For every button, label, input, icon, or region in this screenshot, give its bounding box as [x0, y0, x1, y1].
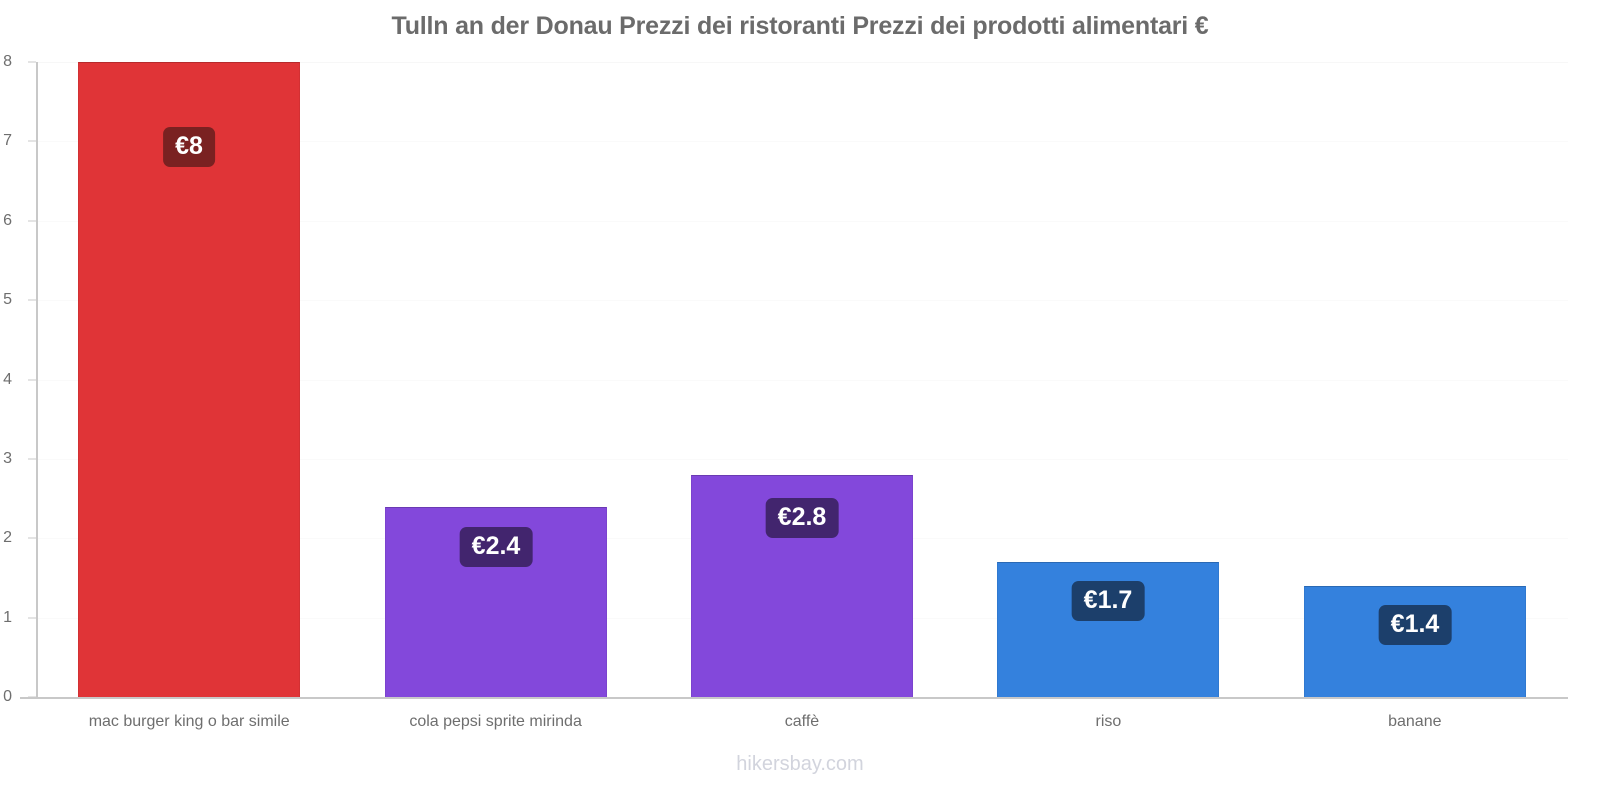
- x-axis-line: [20, 697, 1568, 699]
- y-axis-tick-mark: [28, 696, 36, 698]
- bar-value-label: €1.7: [1071, 581, 1145, 622]
- x-axis-category-label: mac burger king o bar simile: [88, 713, 290, 730]
- gridline: [36, 62, 1568, 63]
- y-axis-tick-mark: [28, 299, 36, 301]
- y-axis-tick-mark: [28, 537, 36, 539]
- bar[interactable]: €2.4: [385, 506, 607, 697]
- bar-value-label: €1.4: [1378, 604, 1452, 645]
- y-axis-tick-mark: [28, 379, 36, 380]
- bar[interactable]: €8: [78, 62, 300, 697]
- gridline: [36, 141, 1568, 143]
- y-axis-tick-label: 4: [3, 370, 12, 388]
- bar[interactable]: €1.7: [997, 562, 1219, 697]
- y-axis-tick-label: 8: [3, 53, 12, 70]
- bar-value-label: €2.4: [459, 526, 533, 567]
- page-title: Tulln an der Donau Prezzi dei ristoranti…: [391, 12, 1209, 40]
- y-axis-tick-label: 7: [3, 132, 12, 150]
- x-axis-category-label: riso: [1095, 713, 1122, 730]
- bar[interactable]: €2.8: [691, 474, 913, 697]
- bar-value-label: €8: [163, 126, 215, 167]
- gridline: [36, 458, 1568, 460]
- y-axis-tick-label: 5: [3, 291, 12, 309]
- x-axis-category-label: caffè: [784, 713, 820, 730]
- y-axis-tick-label: 6: [3, 211, 12, 229]
- y-axis-tick-label: 1: [3, 608, 12, 626]
- y-axis-tick-mark: [28, 140, 36, 142]
- y-axis-tick-label: 3: [3, 449, 12, 467]
- y-axis-line: [36, 62, 38, 698]
- y-axis-tick-mark: [28, 458, 36, 460]
- x-axis-category-label: cola pepsi sprite mirinda: [409, 713, 582, 730]
- y-axis-tick-mark: [28, 220, 36, 222]
- y-axis-tick-label: 0: [3, 688, 12, 705]
- gridline: [36, 300, 1568, 302]
- bar[interactable]: €1.4: [1304, 585, 1526, 697]
- y-axis-tick-mark: [28, 617, 36, 619]
- x-axis-category-label: banane: [1388, 713, 1442, 730]
- bar-value-label: €2.8: [765, 497, 839, 538]
- gridline: [36, 220, 1568, 222]
- y-axis-tick-mark: [28, 61, 36, 63]
- footer-credit: hikersbay.com: [736, 753, 864, 775]
- y-axis-tick-label: 2: [3, 529, 12, 547]
- gridline: [36, 379, 1568, 381]
